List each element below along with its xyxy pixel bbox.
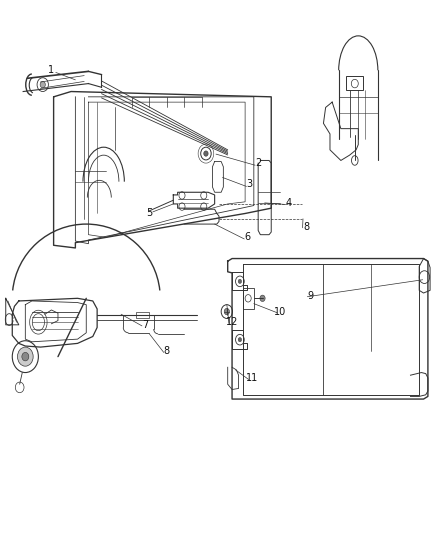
Circle shape <box>238 337 242 342</box>
Text: 8: 8 <box>164 346 170 357</box>
Text: 6: 6 <box>244 232 251 243</box>
Text: 10: 10 <box>274 306 286 317</box>
Bar <box>346 76 364 91</box>
Text: 12: 12 <box>226 317 238 327</box>
Text: 8: 8 <box>303 222 309 232</box>
Text: 1: 1 <box>48 66 54 75</box>
Circle shape <box>224 309 230 315</box>
Text: 3: 3 <box>247 179 253 189</box>
Circle shape <box>238 279 242 284</box>
Text: 7: 7 <box>142 320 148 330</box>
Circle shape <box>18 347 33 366</box>
Text: 9: 9 <box>307 290 314 301</box>
Text: 2: 2 <box>255 158 261 168</box>
Circle shape <box>40 82 46 88</box>
Text: 4: 4 <box>286 198 292 208</box>
Circle shape <box>260 295 265 302</box>
Circle shape <box>204 151 208 156</box>
Bar <box>243 288 254 309</box>
Text: 5: 5 <box>146 208 152 219</box>
Circle shape <box>22 352 29 361</box>
Bar <box>136 312 149 318</box>
Text: 11: 11 <box>246 373 258 383</box>
